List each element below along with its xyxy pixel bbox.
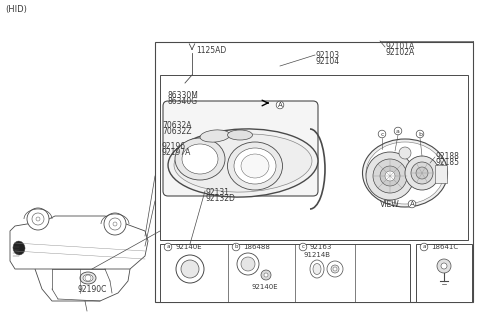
Circle shape (176, 255, 204, 283)
Text: 18641C: 18641C (431, 244, 458, 250)
Text: A: A (409, 201, 414, 207)
Text: 92104: 92104 (315, 57, 339, 66)
Bar (435, 165, 447, 183)
Ellipse shape (168, 129, 318, 197)
Ellipse shape (362, 139, 447, 207)
Circle shape (85, 275, 91, 281)
Text: 92140E: 92140E (252, 284, 278, 290)
Text: c: c (301, 245, 304, 250)
Text: 186488: 186488 (243, 244, 270, 250)
Bar (416, 244, 472, 302)
Text: 92197A: 92197A (162, 148, 192, 157)
Text: b: b (234, 245, 238, 250)
Bar (160, 244, 410, 302)
Ellipse shape (83, 274, 93, 281)
Circle shape (164, 243, 172, 251)
Circle shape (27, 208, 49, 230)
Bar (155, 42, 473, 302)
Circle shape (237, 253, 259, 275)
Circle shape (441, 263, 447, 269)
Ellipse shape (170, 131, 176, 140)
Bar (160, 75, 468, 240)
Circle shape (264, 273, 268, 277)
Circle shape (109, 218, 121, 230)
Text: 92103: 92103 (315, 51, 339, 60)
Ellipse shape (13, 241, 25, 255)
Circle shape (113, 222, 117, 226)
Text: b: b (418, 131, 422, 136)
Circle shape (378, 130, 386, 138)
Circle shape (169, 157, 175, 163)
Circle shape (366, 152, 414, 200)
Circle shape (331, 265, 339, 273)
Ellipse shape (234, 148, 276, 184)
Circle shape (299, 243, 307, 251)
Circle shape (408, 200, 416, 208)
Text: 1125AD: 1125AD (196, 45, 226, 55)
Circle shape (276, 101, 284, 109)
Circle shape (405, 156, 439, 190)
Circle shape (232, 243, 240, 251)
Ellipse shape (200, 130, 230, 142)
Ellipse shape (175, 138, 225, 180)
Text: A: A (277, 102, 282, 108)
Text: 92101A: 92101A (385, 41, 414, 51)
Text: c: c (380, 131, 384, 136)
Ellipse shape (228, 142, 283, 190)
Ellipse shape (80, 272, 96, 284)
Circle shape (385, 171, 395, 181)
Circle shape (104, 213, 126, 235)
Text: (HID): (HID) (5, 5, 27, 14)
Ellipse shape (182, 144, 218, 174)
Text: 92196: 92196 (162, 141, 186, 151)
Text: 91214B: 91214B (303, 252, 330, 258)
Circle shape (32, 213, 44, 225)
Text: 70632Z: 70632Z (162, 126, 192, 135)
Circle shape (333, 267, 337, 271)
Text: 92102A: 92102A (385, 48, 414, 57)
Circle shape (416, 130, 424, 138)
Text: 70632A: 70632A (162, 120, 192, 129)
Circle shape (411, 162, 433, 184)
Circle shape (261, 270, 271, 280)
Ellipse shape (174, 134, 312, 192)
Circle shape (399, 147, 411, 159)
Circle shape (327, 261, 343, 277)
Circle shape (380, 166, 400, 186)
Ellipse shape (241, 154, 269, 178)
Circle shape (36, 217, 40, 221)
Text: a: a (166, 245, 170, 250)
Bar (168, 152, 176, 157)
Ellipse shape (366, 142, 444, 204)
Circle shape (241, 257, 255, 271)
Text: 92163: 92163 (310, 244, 332, 250)
Text: VIEW: VIEW (380, 200, 400, 209)
Text: 86340G: 86340G (168, 97, 198, 106)
Text: 92132D: 92132D (205, 194, 235, 203)
Circle shape (181, 260, 199, 278)
Ellipse shape (313, 263, 321, 274)
Text: 92131: 92131 (205, 187, 229, 197)
Text: 86330M: 86330M (168, 90, 199, 100)
Circle shape (394, 127, 402, 135)
Circle shape (416, 167, 428, 179)
Circle shape (437, 259, 451, 273)
Text: 92140E: 92140E (175, 244, 202, 250)
Text: 92188: 92188 (435, 152, 459, 161)
Circle shape (420, 243, 428, 251)
Text: 92185: 92185 (435, 158, 459, 166)
Ellipse shape (168, 129, 178, 143)
Text: a: a (422, 245, 426, 250)
Text: 92190C: 92190C (78, 285, 108, 294)
Circle shape (373, 159, 407, 193)
Ellipse shape (310, 260, 324, 278)
Ellipse shape (228, 130, 252, 140)
Text: a: a (396, 128, 400, 133)
FancyBboxPatch shape (163, 101, 318, 196)
